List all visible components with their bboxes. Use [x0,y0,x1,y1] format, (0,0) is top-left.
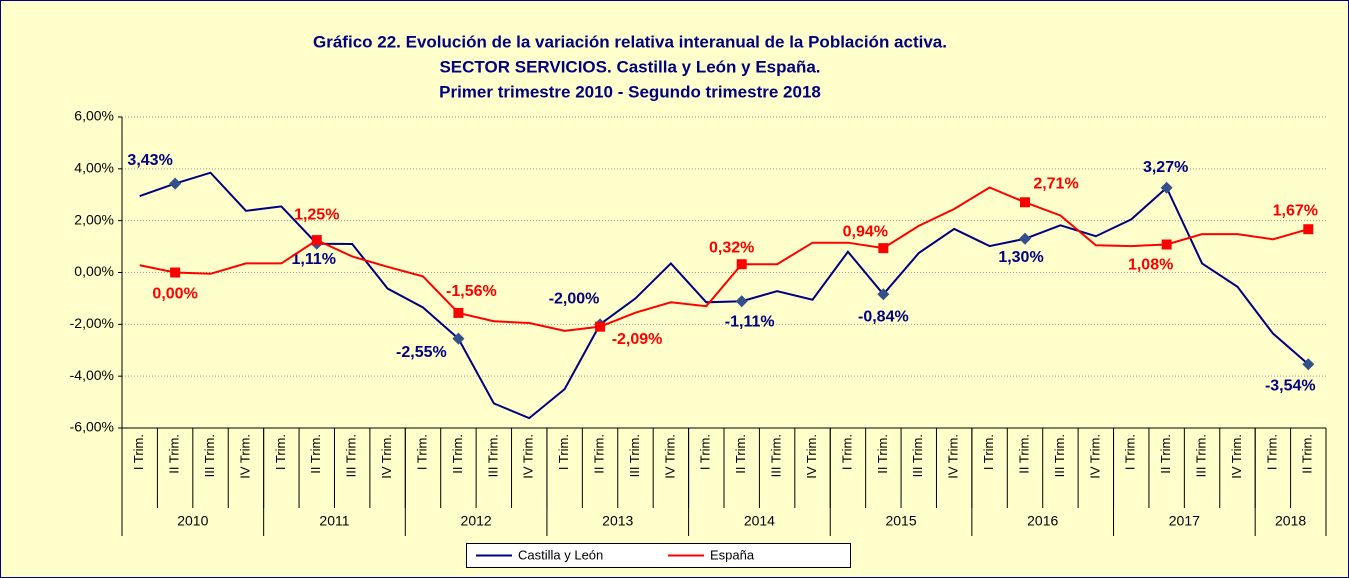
chart-title: Primer trimestre 2010 - Segundo trimestr… [439,82,821,101]
data-label: 0,32% [709,239,754,256]
series-line [139,171,1309,420]
x-tick-label: III Trim. [202,434,217,477]
x-tick-label: III Trim. [344,434,359,477]
x-tick-label: II Trim. [167,434,182,474]
data-label: -2,09% [612,331,663,348]
year-label: 2015 [885,513,916,529]
y-tick-label: 4,00% [74,160,114,176]
x-tick-label: IV Trim. [237,434,252,479]
marker [1160,181,1173,194]
chart-title: SECTOR SERVICIOS. Castilla y León y Espa… [439,57,820,76]
x-tick-label: IV Trim. [946,434,961,479]
year-label: 2011 [319,513,349,529]
x-tick-label: III Trim. [627,434,642,477]
marker [1020,197,1030,208]
y-tick-label: 0,00% [74,263,114,279]
x-tick-label: III Trim. [1052,434,1067,477]
data-label: 1,25% [294,206,339,223]
data-label: 3,27% [1143,159,1188,176]
x-tick-label: I Trim. [414,434,429,470]
marker [452,332,465,345]
x-tick-label: I Trim. [981,434,996,470]
x-tick-label: IV Trim. [379,434,394,479]
y-tick-label: 2,00% [74,211,114,227]
x-tick-label: I Trim. [839,434,854,470]
x-tick-label: III Trim. [485,434,500,477]
x-tick-label: I Trim. [556,434,571,470]
x-tick-label: I Trim. [698,434,713,470]
marker [878,243,889,254]
legend [466,543,851,568]
marker [1019,232,1031,245]
data-label: 0,94% [843,223,888,240]
x-tick-label: IV Trim. [1087,434,1102,479]
data-label: -1,11% [725,313,775,330]
data-label: 3,43% [127,152,172,169]
marker [170,267,181,278]
data-label: 0,00% [152,286,197,303]
marker [736,259,747,270]
marker [1302,358,1315,371]
data-label: -0,84% [858,308,909,325]
y-tick-label: 6,00% [74,108,114,124]
marker [735,295,748,308]
marker [169,177,182,190]
year-label: 2018 [1275,513,1306,529]
year-label: 2012 [461,513,492,529]
x-tick-label: II Trim. [733,434,748,474]
x-tick-label: IV Trim. [521,434,536,479]
legend-label: Castilla y León [518,547,603,562]
year-label: 2010 [177,513,208,529]
data-label: 1,08% [1128,257,1173,274]
data-label: -2,00% [549,291,600,308]
y-tick-label: -2,00% [70,315,114,331]
marker [1161,239,1172,250]
x-tick-label: I Trim. [1264,434,1279,470]
x-tick-label: II Trim. [875,434,890,474]
marker [1303,224,1314,235]
series-line [139,186,1309,332]
x-tick-label: IV Trim. [804,434,819,479]
x-tick-label: III Trim. [769,434,784,477]
x-tick-label: II Trim. [591,434,606,474]
x-tick-label: I Trim. [1123,434,1138,470]
x-tick-label: II Trim. [450,434,465,474]
marker [877,288,890,301]
x-tick-label: I Trim. [273,434,288,470]
year-label: 2017 [1169,513,1200,529]
x-tick-label: IV Trim. [662,434,677,479]
marker [311,235,322,246]
data-label: 1,67% [1273,202,1318,219]
y-tick-label: -6,00% [70,419,114,435]
x-tick-label: IV Trim. [1229,434,1244,479]
year-label: 2013 [602,513,633,529]
x-tick-label: III Trim. [1193,434,1208,477]
data-label: 1,30% [998,249,1043,266]
marker [595,321,606,332]
data-label: -1,56% [446,283,497,300]
x-tick-label: I Trim. [131,434,146,470]
x-tick-label: II Trim. [308,434,323,474]
x-tick-label: II Trim. [1016,434,1031,474]
marker [453,307,464,318]
data-label: 1,11% [292,251,336,268]
data-label: -2,55% [396,344,447,361]
year-label: 2014 [744,513,775,529]
x-tick-label: II Trim. [1158,434,1173,474]
x-tick-label: II Trim. [1300,434,1315,474]
chart-title: Gráfico 22. Evolución de la variación re… [313,32,947,51]
x-tick-label: III Trim. [910,434,925,477]
year-label: 2016 [1027,513,1058,529]
data-label: 2,71% [1033,175,1078,192]
legend-label: España [710,547,755,562]
y-tick-label: -4,00% [70,367,114,383]
data-label: -3,54% [1265,377,1316,394]
